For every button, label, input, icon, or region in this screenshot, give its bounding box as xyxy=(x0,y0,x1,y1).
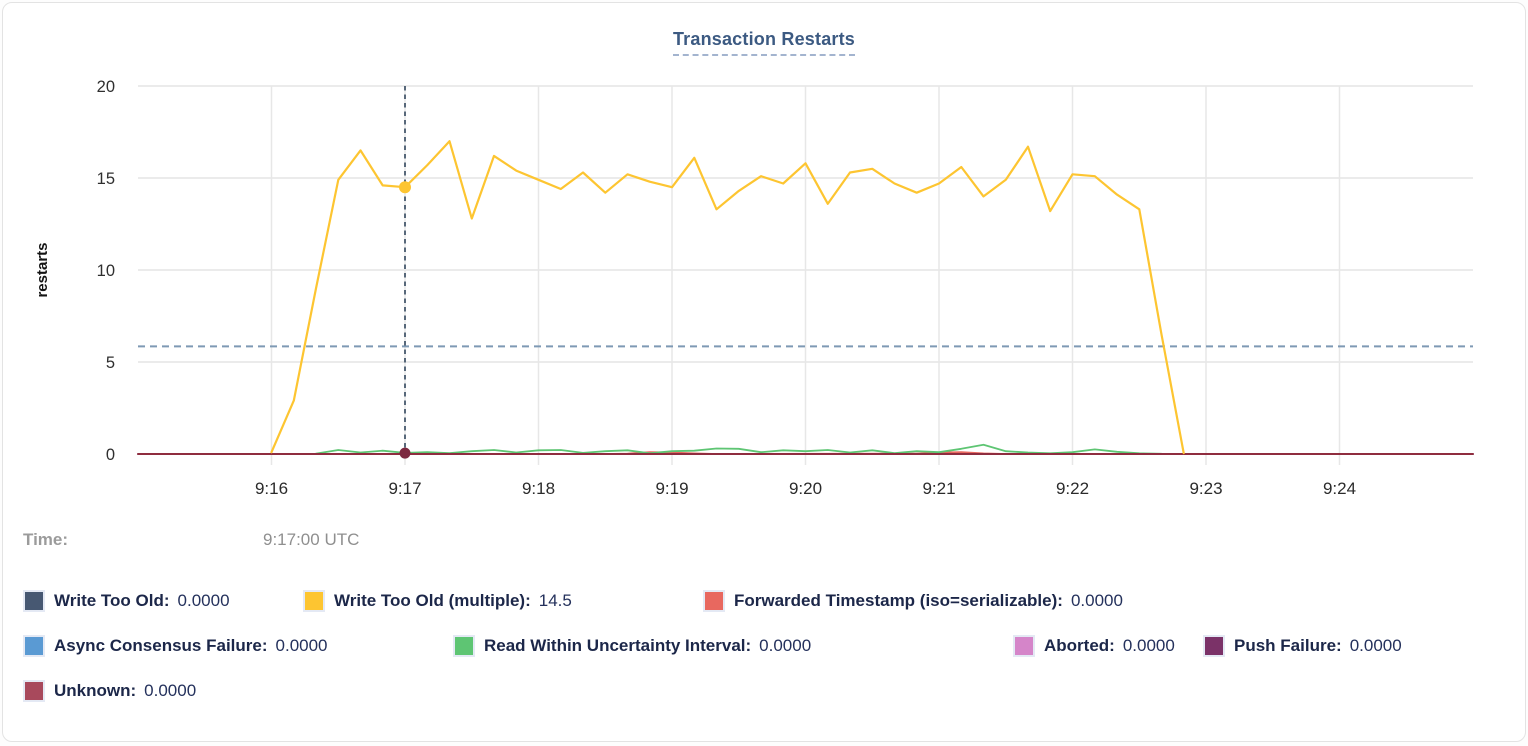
y-axis-tick-label: 5 xyxy=(106,354,115,372)
legend-swatch xyxy=(303,590,325,612)
x-axis-tick-label: 9:18 xyxy=(522,479,555,498)
legend-label: Unknown: xyxy=(54,681,137,700)
time-value: 9:17:00 UTC xyxy=(263,530,360,549)
chart-title[interactable]: Transaction Restarts xyxy=(672,29,856,56)
legend-label: Write Too Old: xyxy=(54,591,170,610)
legend-item-write-too-old-multiple: Write Too Old (multiple): 14.5 xyxy=(303,590,572,612)
x-axis-tick-label: 9:19 xyxy=(655,479,688,498)
legend-value: 0.0000 xyxy=(177,591,230,610)
legend-value: 0.0000 xyxy=(1070,591,1123,610)
legend-item-read-within-uncertainty-interval: Read Within Uncertainty Interval: 0.0000 xyxy=(453,635,811,657)
legend-swatch xyxy=(23,635,45,657)
x-axis-tick-label: 9:21 xyxy=(922,479,955,498)
x-axis-tick-label: 9:20 xyxy=(789,479,822,498)
legend-label: Read Within Uncertainty Interval: xyxy=(484,636,752,655)
legend-item-async-consensus-failure: Async Consensus Failure: 0.0000 xyxy=(23,635,328,657)
legend-row: Write Too Old: 0.0000 Write Too Old (multi… xyxy=(3,584,1525,629)
legend-row: Unknown: 0.0000 xyxy=(3,674,1525,719)
y-axis-tick-label: 0 xyxy=(106,446,115,464)
legend-swatch xyxy=(23,590,45,612)
legend-swatch xyxy=(453,635,475,657)
series-line-read-within-uncertainty-interval xyxy=(315,443,1163,455)
legend-label: Aborted: xyxy=(1044,636,1115,655)
legend-value: 0.0000 xyxy=(144,681,197,700)
legend-value: 0.0000 xyxy=(1122,636,1175,655)
legend-label: Push Failure: xyxy=(1234,636,1342,655)
legend-value: 0.0000 xyxy=(759,636,812,655)
legend-value: 0.0000 xyxy=(1349,636,1402,655)
time-label: Time: xyxy=(23,530,69,549)
legend-item-forwarded-timestamp-iso-serializable: Forwarded Timestamp (iso=serializable): 0… xyxy=(703,590,1123,612)
x-axis-tick-label: 9:23 xyxy=(1189,479,1222,498)
chart-header: Transaction Restarts xyxy=(3,3,1525,58)
legend-label: Forwarded Timestamp (iso=serializable): xyxy=(734,591,1063,610)
chart-legend: Write Too Old: 0.0000 Write Too Old (multi… xyxy=(3,584,1525,719)
y-axis-tick-label: 15 xyxy=(97,170,115,188)
legend-swatch xyxy=(1013,635,1035,657)
series-line-write-too-old-multiple- xyxy=(270,140,1185,455)
legend-item-unknown: Unknown: 0.0000 xyxy=(23,680,196,702)
legend-swatch xyxy=(23,680,45,702)
y-axis-title: restarts xyxy=(34,242,51,297)
legend-swatch xyxy=(703,590,725,612)
x-axis-tick-label: 9:22 xyxy=(1056,479,1089,498)
legend-item-write-too-old: Write Too Old: 0.0000 xyxy=(23,590,230,612)
legend-item-aborted: Aborted: 0.0000 xyxy=(1013,635,1175,657)
x-axis-tick-label: 9:24 xyxy=(1323,479,1356,498)
hover-dot xyxy=(399,181,411,194)
chart-svg[interactable]: 0 5 10 15 20 9:16 9:17 9:18 9:19 9:20 9:21 9:22 9:23… xyxy=(3,58,1526,508)
y-axis-tick-label: 20 xyxy=(97,78,115,96)
hover-dot xyxy=(399,447,411,459)
x-axis-tick-label: 9:17 xyxy=(388,479,421,498)
transaction-restarts-chart[interactable]: 0 5 10 15 20 9:16 9:17 9:18 9:19 9:20 9:21 9:22 9:23… xyxy=(3,58,1526,508)
y-axis-tick-label: 10 xyxy=(97,262,115,280)
hover-readout-row: Time: 9:17:00 UTC xyxy=(3,524,1525,558)
legend-value: 0.0000 xyxy=(275,636,328,655)
legend-value: 14.5 xyxy=(538,591,572,610)
legend-item-push-failure: Push Failure: 0.0000 xyxy=(1203,635,1402,657)
legend-label: Async Consensus Failure: xyxy=(54,636,268,655)
legend-label: Write Too Old (multiple): xyxy=(334,591,531,610)
legend-row: Async Consensus Failure: 0.0000 Read Withi… xyxy=(3,629,1525,674)
x-axis-tick-label: 9:16 xyxy=(255,479,288,498)
legend-swatch xyxy=(1203,635,1225,657)
